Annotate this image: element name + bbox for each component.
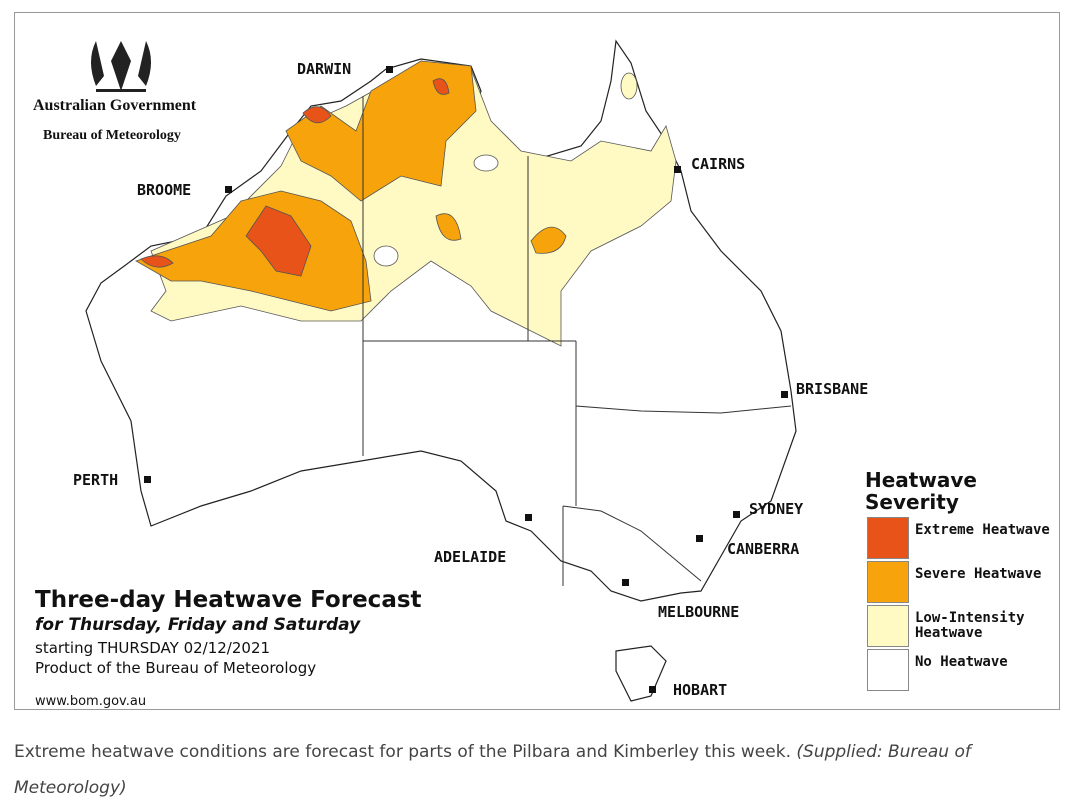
legend-swatch [867, 605, 909, 647]
city-dot [674, 166, 681, 173]
legend-swatch [867, 649, 909, 691]
heat-areas [135, 60, 677, 347]
city-label: DARWIN [297, 60, 352, 78]
city-dot [733, 511, 740, 518]
crest [91, 41, 151, 92]
map-frame: Australian Government Bureau of Meteorol… [14, 12, 1060, 710]
tasmania [615, 645, 667, 702]
city-label: PERTH [73, 471, 119, 489]
city-label: BROOME [137, 181, 192, 199]
city-dot [696, 535, 703, 542]
caption: Extreme heatwave conditions are forecast… [14, 734, 1064, 806]
caption-text: Extreme heatwave conditions are forecast… [14, 742, 791, 762]
header-government: Australian Government [33, 97, 197, 114]
city-label: CANBERRA [727, 540, 800, 558]
city-dot [525, 514, 532, 521]
legend-label: Low-Intensity Heatwave [915, 610, 1025, 641]
city-label: MELBOURNE [658, 603, 740, 621]
city-label: CAIRNS [691, 155, 746, 173]
city-label: ADELAIDE [434, 548, 507, 566]
city-dot [622, 579, 629, 586]
caption-credit: (Supplied: Bureau of Meteorology) [14, 742, 971, 798]
city-dot [144, 476, 151, 483]
forecast-start: starting THURSDAY 02/12/2021 [35, 639, 271, 657]
city-label: HOBART [673, 681, 728, 699]
forecast-product: Product of the Bureau of Meteorology [35, 659, 317, 677]
city-dot [386, 66, 393, 73]
legend-label: Extreme Heatwave [915, 522, 1050, 538]
forecast-subtitle: for Thursday, Friday and Saturday [35, 615, 361, 635]
legend-label: No Heatwave [915, 654, 1008, 670]
state-borders [362, 96, 792, 586]
legend-label: Severe Heatwave [915, 566, 1042, 582]
legend-swatch [867, 517, 909, 559]
city-dot [225, 186, 232, 193]
legend-swatch [867, 561, 909, 603]
map [85, 39, 797, 702]
city-dot [649, 686, 656, 693]
city-dot [781, 391, 788, 398]
city-label: SYDNEY [749, 500, 804, 518]
header-bureau: Bureau of Meteorology [43, 128, 181, 143]
legend-title: Heatwave Severity [865, 468, 977, 514]
city-label: BRISBANE [796, 380, 869, 398]
forecast-url: www.bom.gov.au [35, 694, 147, 709]
forecast-title: Three-day Heatwave Forecast [35, 587, 422, 613]
